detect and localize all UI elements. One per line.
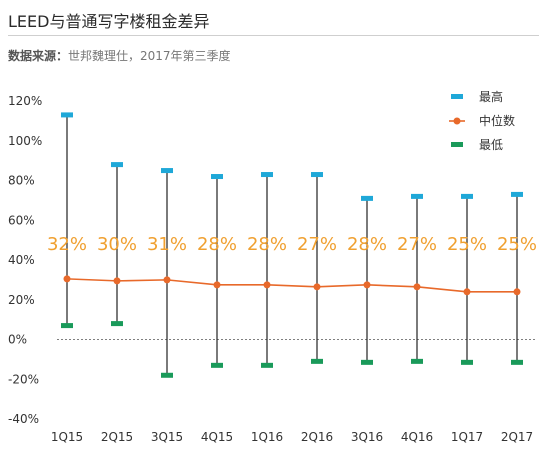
low-marker [161,372,173,378]
y-tick-label: 0% [8,333,27,347]
x-tick-label: 1Q17 [451,430,483,444]
title-divider [8,35,539,36]
high-marker [211,174,223,180]
y-tick-label: 60% [8,213,35,227]
y-tick-label: 120% [8,94,42,108]
x-tick-label: 2Q17 [501,430,533,444]
data-label: 31% [147,234,187,255]
low-marker [61,323,73,329]
legend-low-swatch [451,142,463,147]
source-text: 世邦魏理仕，2017年第三季度 [68,49,231,63]
data-label: 25% [497,234,537,255]
low-marker [311,358,323,364]
high-marker [61,112,73,118]
legend-median-dot [453,117,461,125]
high-marker [111,162,123,168]
median-point [463,288,471,296]
high-marker [161,168,173,174]
median-point [63,275,71,283]
low-marker [261,362,273,368]
data-label: 28% [197,234,237,255]
high-marker [261,172,273,178]
median-point [313,283,321,291]
data-label: 32% [47,234,87,255]
y-tick-label: 80% [8,174,35,188]
data-label: 27% [397,234,437,255]
x-tick-label: 2Q16 [301,430,333,444]
high-marker [411,193,423,199]
data-label: 28% [347,234,387,255]
x-tick-label: 4Q15 [201,430,233,444]
median-point [363,281,371,289]
x-tick-label: 1Q16 [251,430,283,444]
median-point [163,276,171,284]
y-tick-label: -20% [8,372,39,386]
data-label: 30% [97,234,137,255]
high-marker [461,193,473,199]
legend-median-label: 中位数 [479,113,515,128]
x-tick-label: 4Q16 [401,430,433,444]
median-point [263,281,271,289]
low-marker [511,359,523,365]
median-point [513,288,521,296]
y-tick-label: 20% [8,293,35,307]
x-tick-label: 2Q15 [101,430,133,444]
median-point [113,277,121,285]
high-marker [511,191,523,197]
high-marker [311,172,323,178]
x-tick-label: 1Q15 [51,430,83,444]
low-marker [361,359,373,365]
median-point [413,283,421,291]
median-line [66,278,517,293]
x-tick-label: 3Q16 [351,430,383,444]
data-label: 28% [247,234,287,255]
source-label: 数据来源： [8,49,69,63]
high-marker [361,195,373,201]
legend-low-label: 最低 [479,138,503,152]
x-tick-label: 3Q15 [151,430,183,444]
legend-high-swatch [451,94,463,99]
data-label: 27% [297,234,337,255]
low-marker [461,359,473,365]
low-marker [411,358,423,364]
y-tick-label: -40% [8,412,39,426]
y-tick-label: 100% [8,134,42,148]
median-point [213,281,221,289]
data-label: 25% [447,234,487,255]
legend-high-label: 最高 [479,89,503,104]
chart-title: LEED与普通写字楼租金差异 [8,12,210,31]
y-tick-label: 40% [8,253,35,267]
low-marker [211,362,223,368]
chart-source: 数据来源：世邦魏理仕，2017年第三季度 [8,47,231,64]
low-marker [111,321,123,327]
